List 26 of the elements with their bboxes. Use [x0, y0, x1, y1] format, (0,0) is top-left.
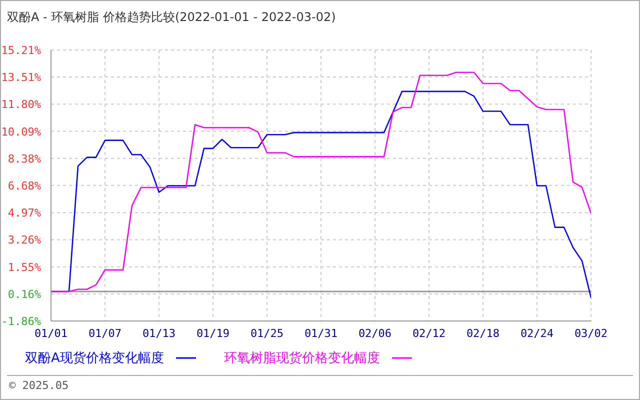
y-tick-label: 0.16% [8, 288, 42, 302]
y-tick-label: 3.26% [8, 234, 42, 247]
x-tick-label: 01/01 [34, 326, 68, 340]
y-tick-label: 4.97% [8, 206, 42, 220]
x-tick-label: 01/25 [250, 326, 284, 340]
legend-label: 环氧树脂现货价格变化幅度 [224, 350, 381, 367]
x-tick-label: 01/31 [304, 326, 338, 340]
x-tick-label: 02/18 [466, 326, 500, 340]
x-tick-label: 03/02 [574, 326, 608, 340]
y-tick-label: 6.68% [8, 179, 42, 192]
y-tick-label: -1.86% [1, 315, 42, 328]
y-tick-label: 10.09% [1, 125, 42, 138]
y-tick-label: 8.38% [8, 152, 42, 166]
x-tick-label: 01/13 [142, 326, 176, 340]
x-tick-label: 02/24 [520, 326, 554, 340]
y-tick-label: 11.80% [1, 98, 42, 112]
x-tick-label: 02/06 [358, 326, 392, 340]
y-tick-label: 13.51% [1, 70, 42, 84]
chart-title: 双酚A - 环氧树脂 价格趋势比较(2022-01-01 - 2022-03-02) [7, 9, 336, 26]
x-tick-label: 02/12 [412, 326, 446, 340]
x-tick-label: 01/07 [88, 326, 122, 340]
text: © 2025.05 [9, 379, 69, 392]
x-tick-label: 01/19 [196, 326, 230, 340]
legend-label: 双酚A现货价格变化幅度 [25, 350, 165, 367]
y-tick-label: 15.21% [1, 44, 42, 57]
y-tick-label: 1.55% [8, 260, 42, 274]
